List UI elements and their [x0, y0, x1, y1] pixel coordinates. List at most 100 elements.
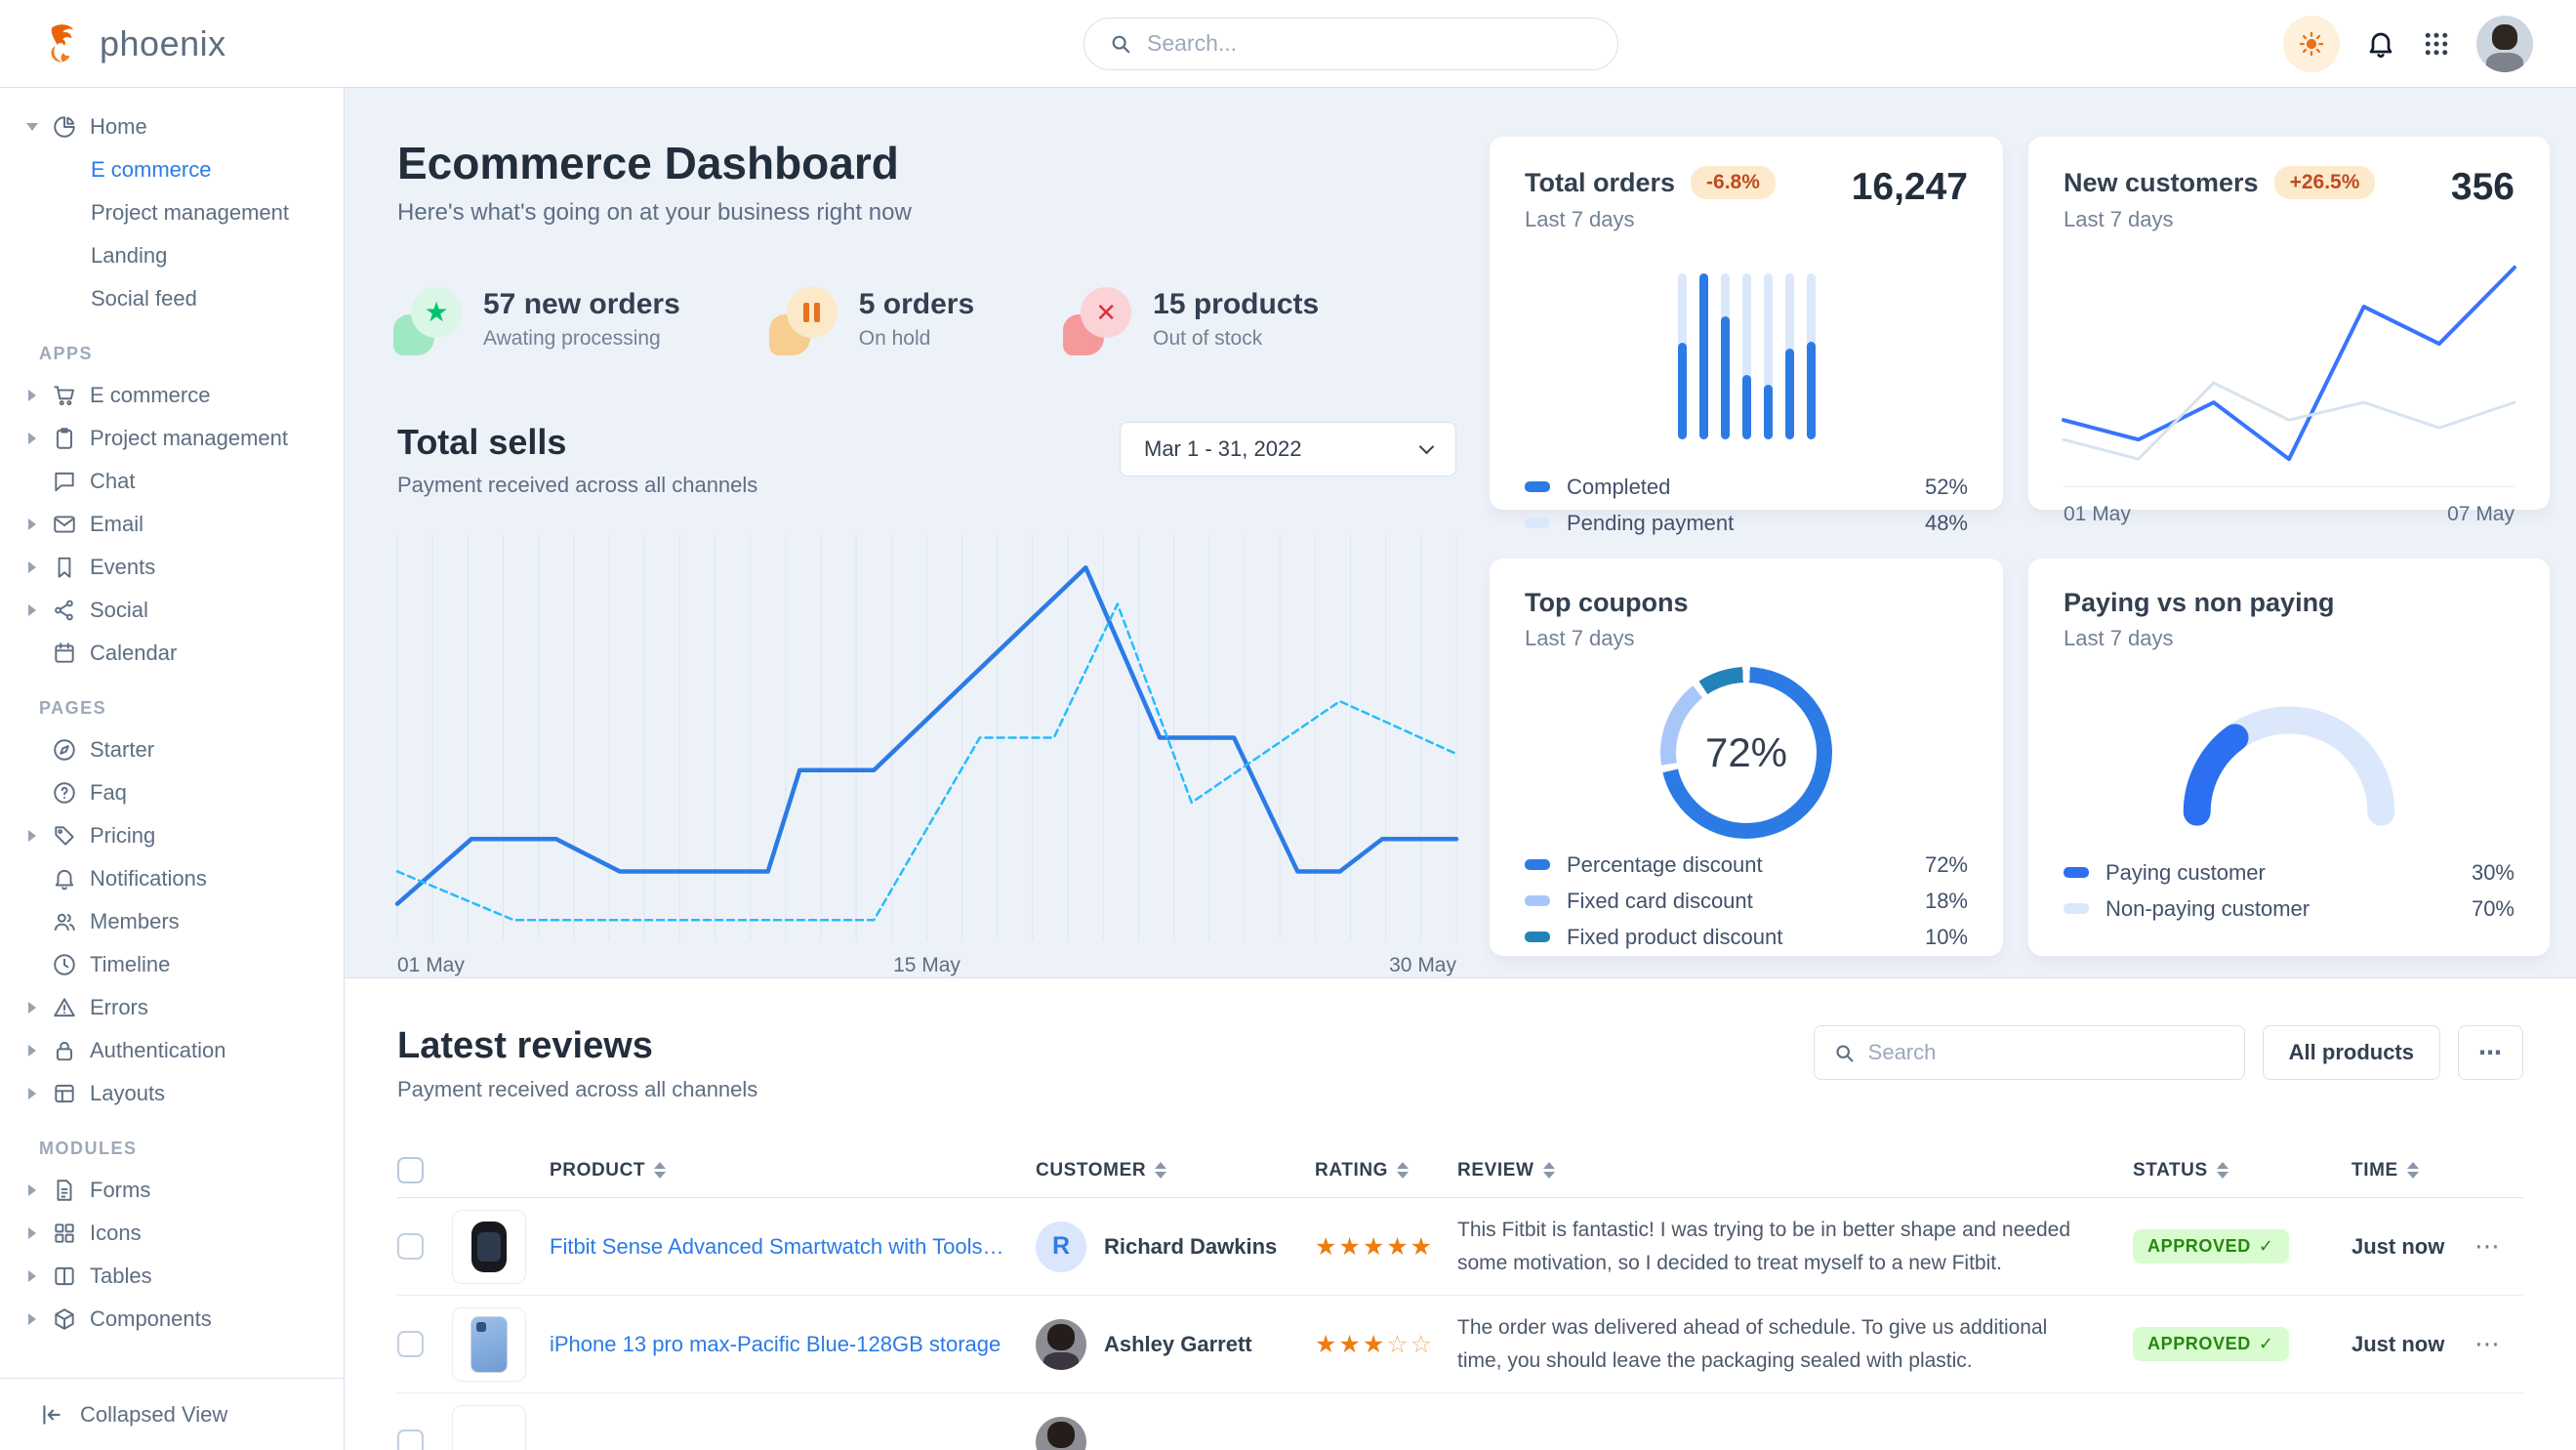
- row-checkbox[interactable]: [397, 1331, 424, 1357]
- row-more-button[interactable]: ⋯: [2474, 1231, 2502, 1261]
- sidebar-item-label: Forms: [90, 1178, 151, 1202]
- stat-caption: Awating processing: [483, 327, 661, 350]
- sidebar-item-ecommerce[interactable]: E commerce: [91, 157, 212, 182]
- sidebar-item-events[interactable]: Events: [25, 546, 318, 589]
- sidebar-item-landing[interactable]: Landing: [91, 243, 168, 268]
- sidebar-item-label: Home: [90, 114, 147, 139]
- axis-label: 01 May: [2064, 503, 2131, 526]
- sidebar-item-ecommerce-app[interactable]: E commerce: [25, 374, 318, 417]
- customer-cell: R Richard Dawkins: [1036, 1221, 1315, 1272]
- sidebar-item-email[interactable]: Email: [25, 503, 318, 546]
- sidebar-item-faq[interactable]: Faq: [25, 771, 318, 814]
- product-link[interactable]: Fitbit Sense Advanced Smartwatch with To…: [550, 1233, 1025, 1259]
- chevron-right-icon: [25, 1184, 39, 1196]
- sidebar-group-pages: PAGES: [39, 698, 107, 718]
- compass-icon: [52, 737, 77, 763]
- chevron-right-icon: [25, 390, 39, 401]
- legend-swatch: [1525, 895, 1550, 906]
- smartwatch-image: [471, 1221, 507, 1272]
- sort-icon: [654, 1162, 667, 1179]
- table-row: Fitbit Sense Advanced Smartwatch with To…: [397, 1198, 2523, 1296]
- stat-caption: On hold: [858, 327, 931, 350]
- sidebar-item-authentication[interactable]: Authentication: [25, 1029, 318, 1072]
- user-avatar[interactable]: [2476, 15, 2533, 72]
- sidebar-item-components[interactable]: Components: [25, 1298, 318, 1341]
- column-header-rating[interactable]: RATING: [1315, 1160, 1457, 1181]
- chevron-right-icon: [25, 1002, 39, 1014]
- product-link[interactable]: iPhone 13 pro max-Pacific Blue-128GB sto…: [550, 1331, 1002, 1356]
- sidebar-item-social-feed[interactable]: Social feed: [91, 286, 197, 311]
- reviews-table: PRODUCT CUSTOMER RATING REVIEW STATUS: [397, 1143, 2523, 1450]
- column-header-status[interactable]: STATUS: [2133, 1160, 2351, 1181]
- sidebar-item-forms[interactable]: Forms: [25, 1169, 318, 1212]
- product-thumbnail[interactable]: [452, 1306, 526, 1382]
- product-thumbnail[interactable]: [452, 1405, 526, 1450]
- column-header-time[interactable]: TIME: [2351, 1160, 2474, 1181]
- legend-row: Fixed product discount 10%: [1525, 919, 1968, 955]
- sidebar-item-calendar[interactable]: Calendar: [25, 632, 318, 675]
- all-products-button[interactable]: All products: [2262, 1025, 2440, 1080]
- sidebar-item-chat[interactable]: Chat: [25, 460, 318, 503]
- brand-logo[interactable]: phoenix: [43, 22, 226, 65]
- row-checkbox[interactable]: [397, 1429, 424, 1450]
- sidebar-item-project-management[interactable]: Project management: [91, 200, 289, 225]
- sidebar-item-errors[interactable]: Errors: [25, 986, 318, 1029]
- row-more-button[interactable]: ⋯: [2474, 1329, 2502, 1358]
- legend-swatch: [2064, 867, 2089, 878]
- rating-stars: ★★★★★: [1315, 1232, 1435, 1261]
- rating-stars: ★★★☆☆: [1315, 1330, 1435, 1358]
- clock-icon: [52, 952, 77, 977]
- sidebar-item-timeline[interactable]: Timeline: [25, 943, 318, 986]
- sidebar-item-pricing[interactable]: Pricing: [25, 814, 318, 857]
- new-customers-card: New customers +26.5% Last 7 days 356 01 …: [2028, 137, 2550, 525]
- select-all-checkbox[interactable]: [397, 1157, 424, 1183]
- sidebar-item-tables[interactable]: Tables: [25, 1255, 318, 1298]
- sidebar-item-notifications[interactable]: Notifications: [25, 857, 318, 900]
- global-search-input[interactable]: [1147, 30, 1592, 57]
- stat-value: 57 new orders: [483, 288, 680, 320]
- latest-reviews-section: Latest reviews Payment received across a…: [345, 977, 2576, 1450]
- sidebar-item-social[interactable]: Social: [25, 589, 318, 632]
- check-icon: ✓: [2258, 1334, 2274, 1353]
- question-circle-icon: [52, 780, 77, 806]
- column-header-review[interactable]: REVIEW: [1457, 1160, 2133, 1181]
- sidebar-item-project-management-app[interactable]: Project management: [25, 417, 318, 460]
- collapse-sidebar-button[interactable]: Collapsed View: [0, 1378, 344, 1450]
- reviews-search-input[interactable]: [1867, 1040, 2225, 1065]
- notifications-button[interactable]: [2365, 28, 2396, 60]
- chevron-right-icon: [25, 433, 39, 444]
- column-header-product[interactable]: PRODUCT: [550, 1160, 1036, 1181]
- avatar[interactable]: [1036, 1417, 1086, 1450]
- sort-icon: [1155, 1162, 1167, 1179]
- chevron-right-icon: [25, 1270, 39, 1282]
- paying-vs-non-paying-card: Paying vs non paying Last 7 days Paying …: [2028, 559, 2550, 956]
- reviews-search[interactable]: [1813, 1025, 2245, 1080]
- sidebar-item-home[interactable]: Home: [25, 105, 318, 148]
- date-range-select[interactable]: Mar 1 - 31, 2022: [1120, 422, 1456, 476]
- theme-toggle-button[interactable]: [2283, 15, 2340, 72]
- sidebar-item-members[interactable]: Members: [25, 900, 318, 943]
- avatar[interactable]: [1036, 1318, 1086, 1370]
- column-header-customer[interactable]: CUSTOMER: [1036, 1160, 1315, 1181]
- legend-row: Percentage discount 72%: [1525, 847, 1968, 883]
- sidebar-item-icons[interactable]: Icons: [25, 1212, 318, 1255]
- total-sells-x-axis: 01 May 15 May 30 May: [397, 954, 1456, 977]
- avatar[interactable]: R: [1036, 1221, 1086, 1272]
- sidebar-nav: Home E commerce Project management Landi…: [0, 105, 344, 1378]
- more-options-button[interactable]: ⋯: [2458, 1025, 2523, 1080]
- reviews-title: Latest reviews: [397, 1025, 653, 1066]
- product-thumbnail[interactable]: [452, 1209, 526, 1284]
- total-orders-bar-chart: [1677, 273, 1816, 439]
- apps-menu-button[interactable]: [2422, 29, 2451, 59]
- legend-swatch: [1525, 481, 1550, 492]
- total-sells-subtitle: Payment received across all channels: [397, 473, 758, 497]
- global-search[interactable]: [1084, 17, 1618, 70]
- total-sells-title: Total sells: [397, 422, 567, 462]
- reviews-subtitle: Payment received across all channels: [397, 1077, 758, 1101]
- sidebar-item-layouts[interactable]: Layouts: [25, 1072, 318, 1115]
- legend-swatch: [1525, 932, 1550, 942]
- page-subtitle: Here's what's going on at your business …: [397, 199, 912, 226]
- sidebar-item-starter[interactable]: Starter: [25, 728, 318, 771]
- legend-swatch: [1525, 518, 1550, 528]
- row-checkbox[interactable]: [397, 1233, 424, 1260]
